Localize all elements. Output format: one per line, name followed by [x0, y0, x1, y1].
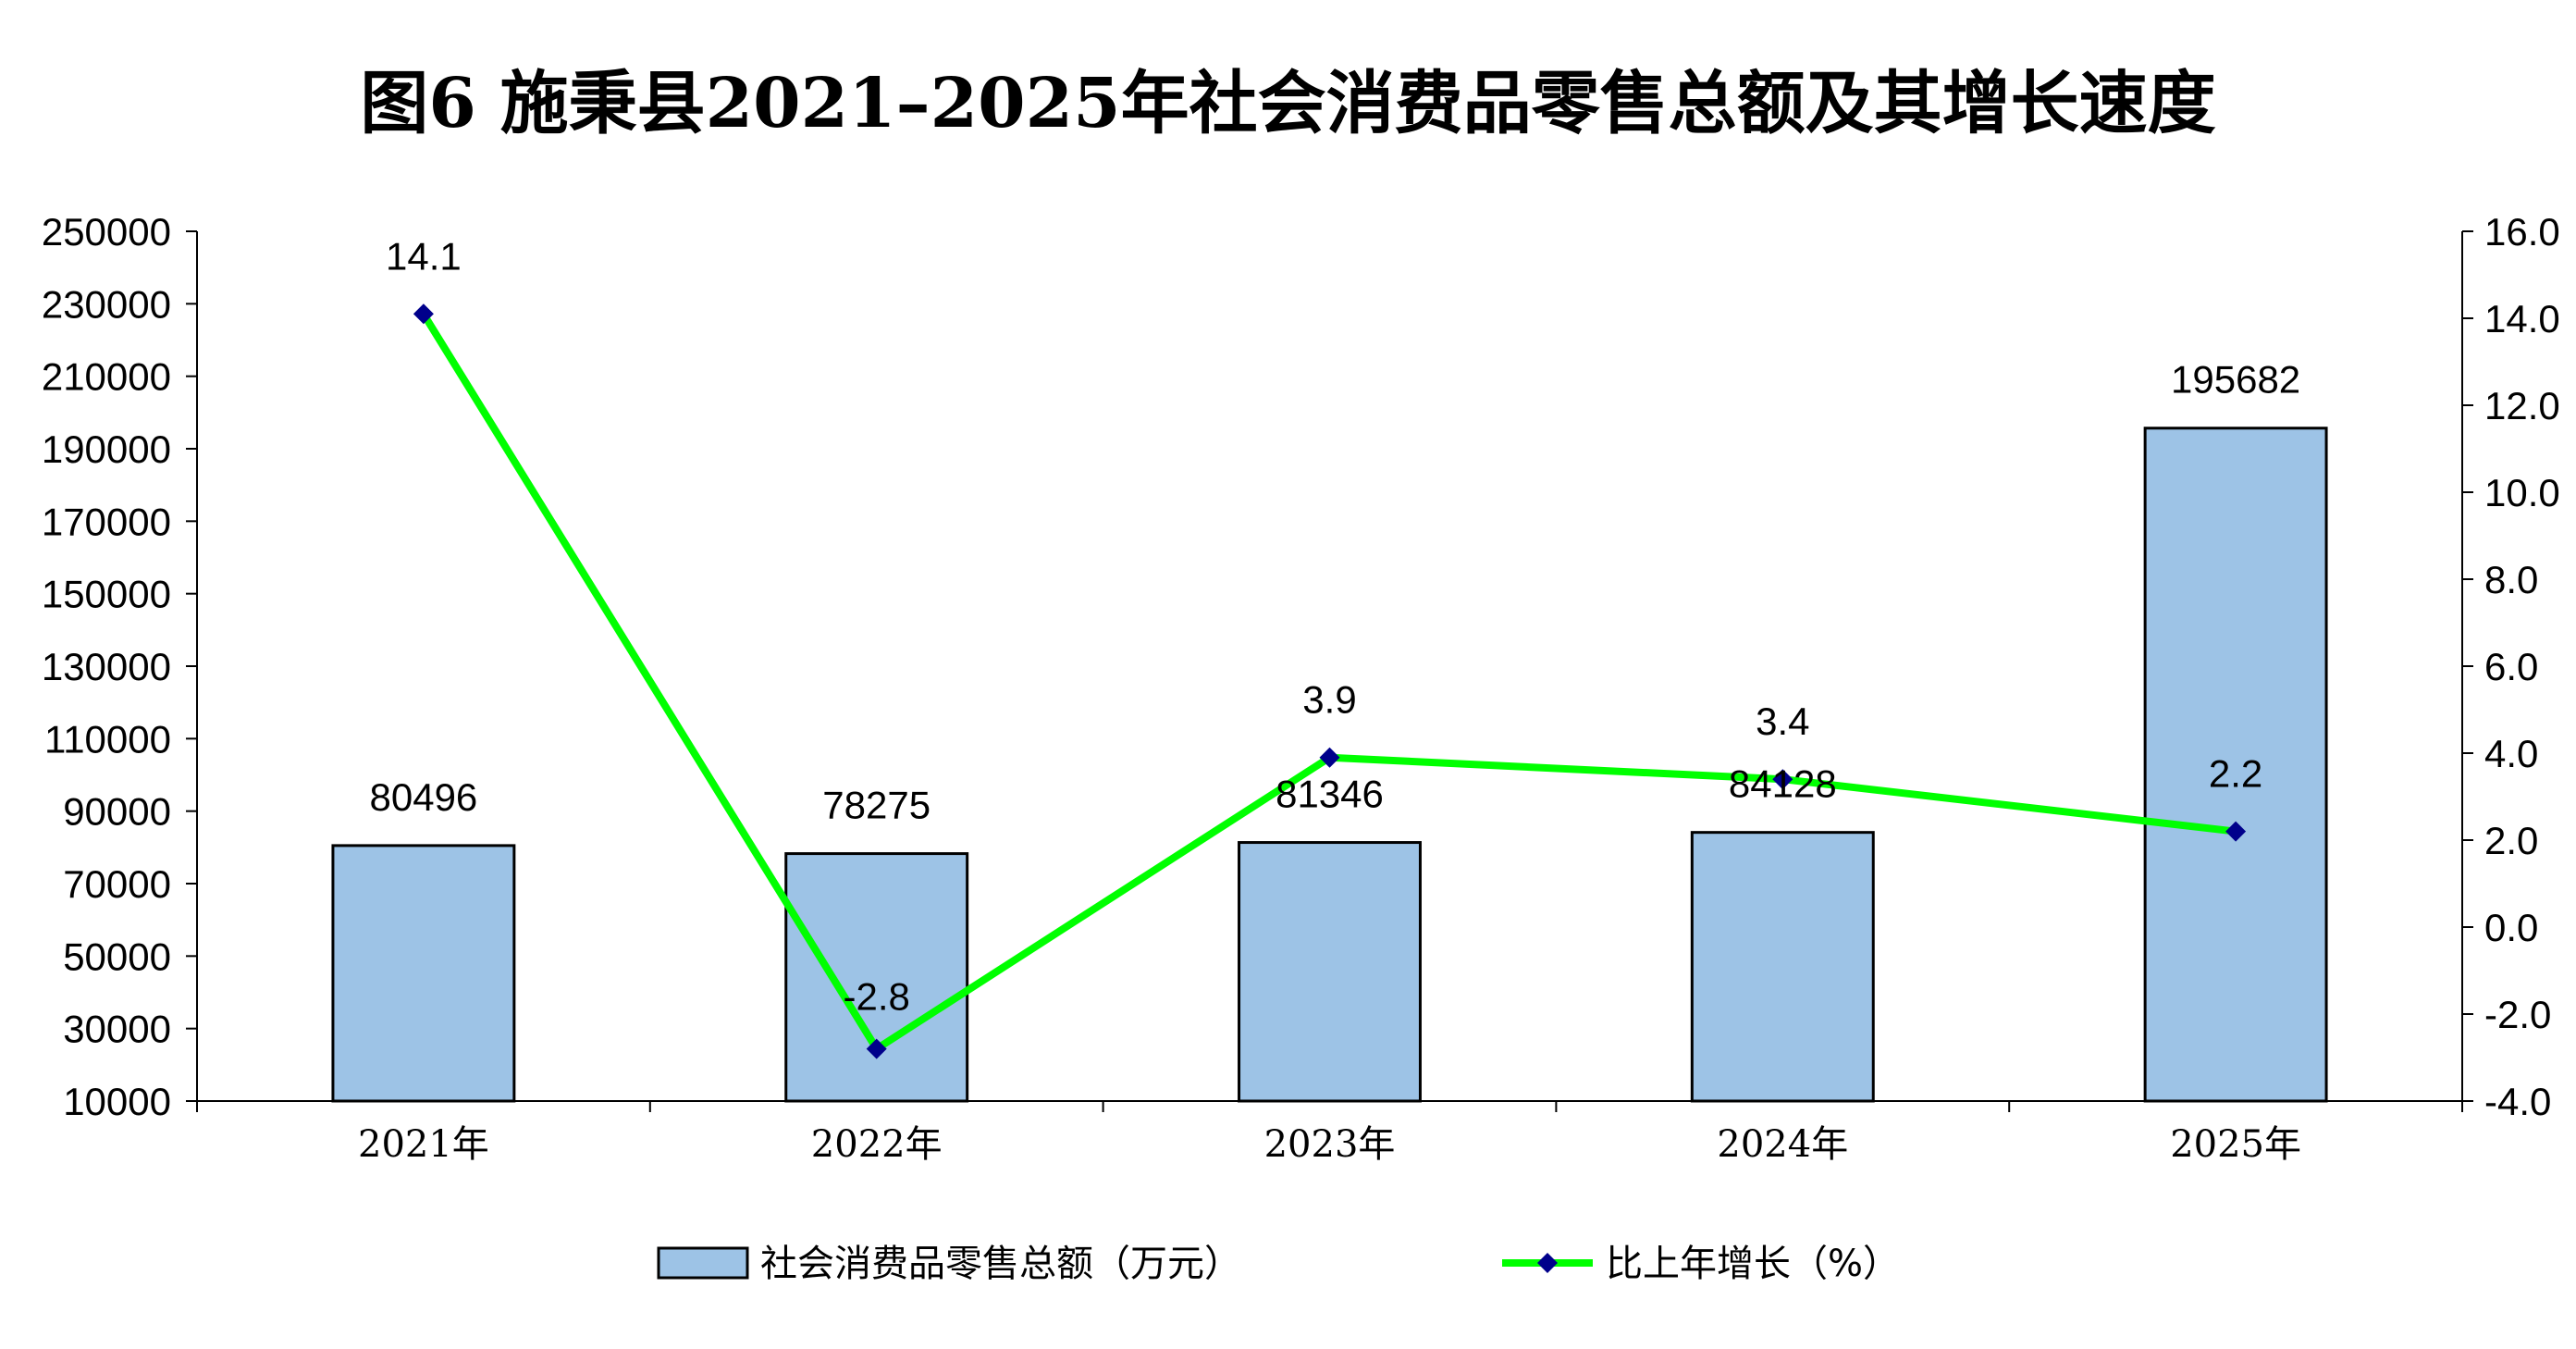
legend-bar-label: 社会消费品零售总额（万元） — [760, 1243, 1241, 1285]
bar — [2143, 427, 2328, 1103]
bar-value-label: 80496 — [370, 775, 478, 819]
right-axis-tick-label: 0.0 — [2484, 906, 2538, 949]
bar-value-label: 81346 — [1276, 773, 1384, 816]
bar-value-label: 195682 — [2171, 358, 2300, 402]
right-axis-tick-label: 10.0 — [2484, 471, 2560, 514]
bar — [331, 844, 516, 1103]
line-value-label: 14.1 — [386, 234, 462, 278]
left-axis-tick-label: 230000 — [42, 282, 171, 326]
x-axis-category-label: 2025年 — [2170, 1123, 2301, 1166]
diamond-marker — [1319, 747, 1340, 768]
left-axis-tick-label: 130000 — [42, 645, 171, 688]
chart-title: 图6 施秉县2021–2025年社会消费品零售总额及其增长速度 — [360, 64, 2216, 143]
diamond-marker — [413, 303, 434, 325]
line-value-label: -2.8 — [844, 975, 910, 1019]
bar-value-label: 84128 — [1729, 762, 1837, 806]
line-value-label: 2.2 — [2209, 752, 2262, 796]
right-axis-tick-label: -4.0 — [2484, 1080, 2551, 1123]
bar — [1238, 841, 1422, 1103]
axes: 250000 230000 210000 190000 170000 150000 1300… — [42, 210, 2560, 1166]
diamond-marker — [2225, 821, 2247, 842]
left-axis-tick-label: 190000 — [42, 427, 171, 471]
left-axis-tick-label: 70000 — [63, 862, 171, 906]
right-axis-tick-label: 8.0 — [2484, 558, 2538, 601]
right-axis-tick-label: 16.0 — [2484, 210, 2560, 254]
left-axis-tick-label: 250000 — [42, 210, 171, 254]
right-axis-tick-label: -2.0 — [2484, 993, 2551, 1036]
x-axis-category-label: 2024年 — [1717, 1123, 1848, 1166]
legend: 社会消费品零售总额（万元） 比上年增长（%） — [657, 1243, 1900, 1285]
left-axis-tick-label: 170000 — [42, 500, 171, 543]
diamond-marker — [1772, 769, 1793, 790]
x-axis-category-label: 2023年 — [1264, 1123, 1396, 1166]
x-axis-category-label: 2021年 — [358, 1123, 489, 1166]
legend-line-label: 比上年增长（%） — [1606, 1243, 1900, 1285]
bar-value-label: 78275 — [822, 784, 931, 827]
left-axis-tick-label: 10000 — [63, 1080, 171, 1123]
right-axis-tick-label: 4.0 — [2484, 732, 2538, 775]
bar — [1690, 831, 1875, 1103]
right-axis-tick-label: 12.0 — [2484, 384, 2560, 427]
line-series — [413, 303, 2247, 1059]
left-axis-tick-label: 150000 — [42, 573, 171, 616]
diamond-marker — [866, 1038, 887, 1059]
x-axis-category-label: 2022年 — [811, 1123, 943, 1166]
bar-series — [331, 427, 2328, 1103]
left-axis-tick-label: 50000 — [63, 934, 171, 978]
bar — [784, 852, 969, 1103]
left-axis-tick-label: 110000 — [44, 717, 171, 761]
legend-bar-swatch — [657, 1246, 749, 1280]
left-axis-tick-label: 210000 — [42, 355, 171, 399]
left-axis-tick-label: 30000 — [63, 1008, 171, 1051]
legend-diamond-icon — [1537, 1253, 1558, 1273]
data-labels: 80496 78275 81346 84128 195682 14.1 -2.8 3.9 3.4… — [370, 234, 2301, 1018]
right-axis-tick-label: 14.0 — [2484, 297, 2560, 340]
line-value-label: 3.4 — [1756, 699, 1809, 743]
left-axis-tick-label: 90000 — [63, 790, 171, 834]
line-value-label: 3.9 — [1302, 678, 1356, 722]
right-axis-tick-label: 2.0 — [2484, 819, 2538, 862]
right-axis-tick-label: 6.0 — [2484, 645, 2538, 688]
